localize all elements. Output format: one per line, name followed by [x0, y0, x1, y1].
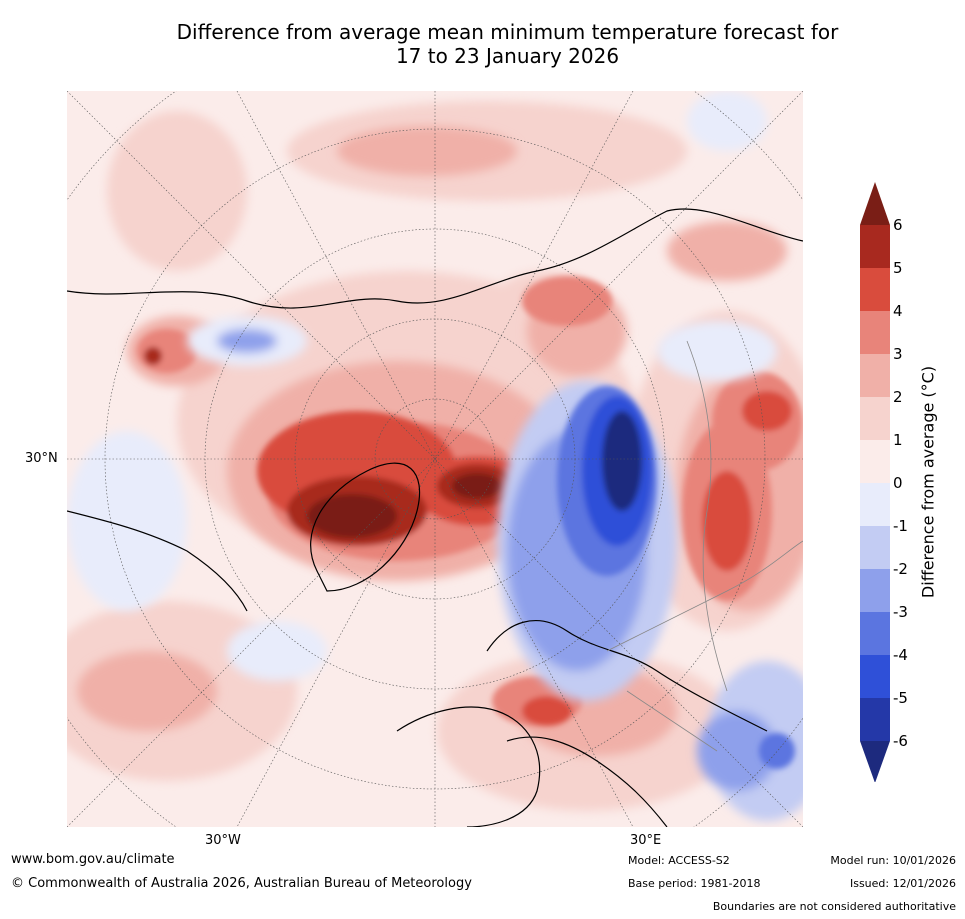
colorbar-segments [860, 182, 890, 782]
title-line-2: 17 to 23 January 2026 [395, 44, 620, 68]
warm-anomaly-strong [137, 276, 802, 726]
chart-title: Difference from average mean minimum tem… [0, 20, 965, 68]
graticule [67, 91, 803, 827]
forecast-map[interactable] [67, 91, 803, 827]
colorbar-segment [860, 698, 890, 741]
colorbar-tick-label: 1 [893, 431, 903, 449]
colorbar-segment [860, 569, 890, 612]
colorbar-tick-label: 6 [893, 216, 903, 234]
longitude-label-30e: 30°E [630, 833, 662, 848]
colorbar-segment [860, 311, 890, 354]
base-period: Base period: 1981-2018 [628, 877, 761, 890]
colorbar-tick-label: 4 [893, 302, 903, 320]
colorbar-segment [860, 612, 890, 655]
boundaries-disclaimer: Boundaries are not considered authoritat… [712, 900, 956, 913]
colorbar-tick-label: -6 [893, 732, 908, 750]
cool-anomaly-strong [557, 386, 795, 769]
colorbar-tick-label: 0 [893, 474, 903, 492]
colorbar-tick-label: 5 [893, 259, 903, 277]
colorbar-segment [860, 483, 890, 526]
colorbar-label: Difference from average (°C) [918, 365, 938, 599]
issued-date: Issued: 12/01/2026 [849, 877, 956, 890]
title-line-1: Difference from average mean minimum tem… [176, 20, 839, 44]
model-run-date: Model run: 10/01/2026 [830, 854, 956, 867]
colorbar-tick-label: -3 [893, 603, 908, 621]
colorbar-segment [860, 526, 890, 569]
colorbar-segment [860, 655, 890, 698]
colorbar-tick-label: 3 [893, 345, 903, 363]
colorbar-segment [860, 225, 890, 268]
colorbar-tick-label: -5 [893, 689, 908, 707]
colorbar-tick-label: -4 [893, 646, 908, 664]
colorbar-segment [860, 440, 890, 483]
anomaly-map-svg [67, 91, 803, 827]
colorbar-segment [860, 397, 890, 440]
colorbar-tick-label: 2 [893, 388, 903, 406]
website-url[interactable]: www.bom.gov.au/climate [11, 852, 175, 867]
longitude-label-30w: 30°W [205, 833, 241, 848]
colorbar-extend-min [860, 741, 890, 782]
colorbar-extend-max [860, 182, 890, 225]
colorbar-tick-label: -2 [893, 560, 908, 578]
coastlines [67, 208, 803, 827]
colorbar-tick-label: -1 [893, 517, 908, 535]
colorbar [860, 182, 890, 782]
copyright-notice: © Commonwealth of Australia 2026, Austra… [11, 876, 472, 891]
colorbar-segment [860, 354, 890, 397]
model-name: Model: ACCESS-S2 [628, 854, 730, 867]
latitude-label-30n: 30°N [25, 451, 58, 466]
colorbar-segment [860, 268, 890, 311]
borders [606, 340, 803, 752]
